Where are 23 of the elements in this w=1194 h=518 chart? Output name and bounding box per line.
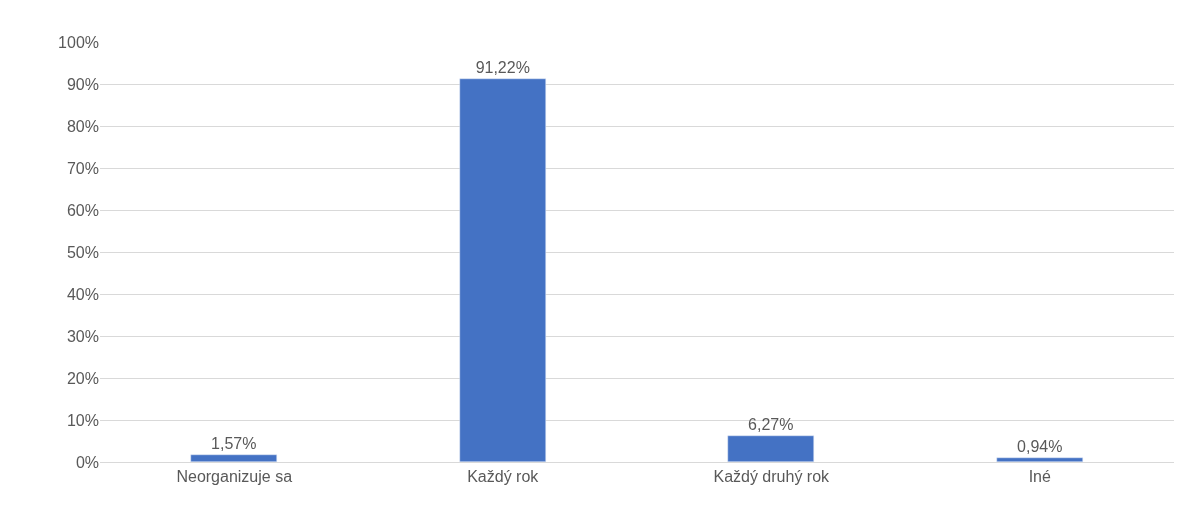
x-tick-label: Iné [1028, 468, 1051, 486]
y-tick-label: 50% [66, 243, 99, 261]
bar [727, 435, 814, 462]
data-label: 6,27% [748, 415, 794, 433]
y-tick-label: 10% [66, 411, 99, 429]
y-tick-label: 100% [58, 33, 99, 51]
y-tick-label: 20% [66, 369, 99, 387]
y-tick-label: 70% [66, 159, 99, 177]
y-tick-label: 90% [66, 75, 99, 93]
x-tick-label: Každý rok [467, 468, 540, 486]
x-tick-label: Každý druhý rok [713, 468, 831, 486]
x-tick-label: Neorganizuje sa [176, 468, 293, 486]
y-tick-label: 40% [66, 285, 99, 303]
data-label: 1,57% [211, 434, 257, 452]
y-tick-label: 0% [75, 453, 99, 471]
y-tick-label: 30% [66, 327, 99, 345]
y-tick-label: 80% [66, 117, 99, 135]
data-label: 91,22% [475, 58, 530, 76]
bar [459, 78, 546, 462]
y-tick-label: 60% [66, 201, 99, 219]
bar [190, 454, 277, 462]
data-label: 0,94% [1017, 437, 1063, 455]
bar [996, 457, 1083, 462]
